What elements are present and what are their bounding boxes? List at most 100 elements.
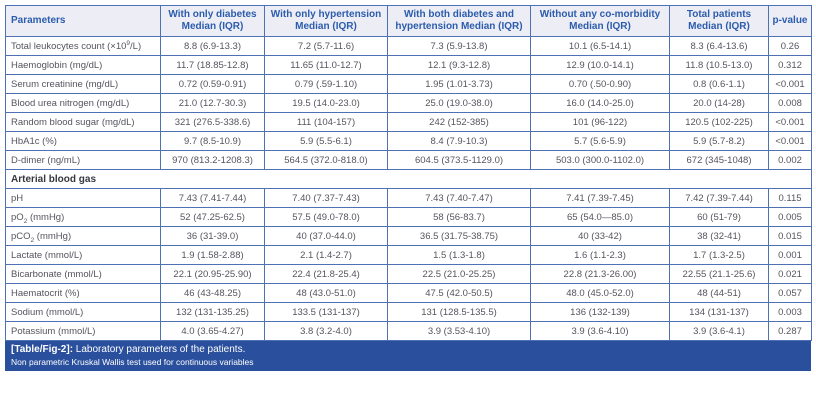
p-value-cell: 0.021 bbox=[768, 264, 812, 284]
median-iqr-cell: 7.40 (7.37-7.43) bbox=[264, 188, 388, 208]
median-iqr-cell: 3.9 (3.6-4.1) bbox=[669, 321, 769, 341]
median-iqr-cell: 36.5 (31.75-38.75) bbox=[387, 226, 531, 246]
parameter-cell: Random blood sugar (mg/dL) bbox=[5, 112, 161, 132]
median-iqr-cell: 604.5 (373.5-1129.0) bbox=[387, 150, 531, 170]
median-iqr-cell: 11.8 (10.5-13.0) bbox=[669, 55, 769, 75]
parameter-cell: Haemoglobin (mg/dL) bbox=[5, 55, 161, 75]
table-row: D-dimer (ng/mL) 970 (813.2-1208.3) 564.5 (… bbox=[5, 150, 812, 170]
table-row: Blood urea nitrogen (mg/dL) 21.0 (12.7-30… bbox=[5, 93, 812, 113]
median-iqr-cell: 10.1 (6.5-14.1) bbox=[530, 36, 670, 56]
parameter-cell: HbA1c (%) bbox=[5, 131, 161, 151]
median-iqr-cell: 36 (31-39.0) bbox=[160, 226, 265, 246]
header-row: Parameters With only diabetes Median (IQ… bbox=[5, 5, 812, 37]
median-iqr-cell: 0.72 (0.59-0.91) bbox=[160, 74, 265, 94]
parameter-cell: Bicarbonate (mmol/L) bbox=[5, 264, 161, 284]
median-iqr-cell: 3.9 (3.53-4.10) bbox=[387, 321, 531, 341]
median-iqr-cell: 12.1 (9.3-12.8) bbox=[387, 55, 531, 75]
table-row: HbA1c (%) 9.7 (8.5-10.9) 5.9 (5.5-6.1) 8.4 … bbox=[5, 131, 812, 151]
parameter-cell: Potassium (mmol/L) bbox=[5, 321, 161, 341]
table-row: Potassium (mmol/L) 4.0 (3.65-4.27) 3.8 (3.… bbox=[5, 321, 812, 341]
median-iqr-cell: 8.8 (6.9-13.3) bbox=[160, 36, 265, 56]
parameter-cell: D-dimer (ng/mL) bbox=[5, 150, 161, 170]
median-iqr-cell: 11.65 (11.0-12.7) bbox=[264, 55, 388, 75]
median-iqr-cell: 48.0 (45.0-52.0) bbox=[530, 283, 670, 303]
median-iqr-cell: 47.5 (42.0-50.5) bbox=[387, 283, 531, 303]
median-iqr-cell: 46 (43-48.25) bbox=[160, 283, 265, 303]
table-row: Bicarbonate (mmol/L) 22.1 (20.95-25.90) 22… bbox=[5, 264, 812, 284]
table-row: Total leukocytes count (×109/L) 8.8 (6.9-… bbox=[5, 36, 812, 56]
median-iqr-cell: 21.0 (12.7-30.3) bbox=[160, 93, 265, 113]
p-value-cell: 0.005 bbox=[768, 207, 812, 227]
median-iqr-cell: 136 (132-139) bbox=[530, 302, 670, 322]
median-iqr-cell: 22.8 (21.3-26.00) bbox=[530, 264, 670, 284]
table-caption: [Table/Fig-2]: Laboratory parameters of … bbox=[5, 341, 811, 371]
median-iqr-cell: 242 (152-385) bbox=[387, 112, 531, 132]
lab-parameters-table: Parameters With only diabetes Median (IQ… bbox=[5, 5, 812, 341]
median-iqr-cell: 564.5 (372.0-818.0) bbox=[264, 150, 388, 170]
median-iqr-cell: 672 (345-1048) bbox=[669, 150, 769, 170]
median-iqr-cell: 1.9 (1.58-2.88) bbox=[160, 245, 265, 265]
p-value-cell: 0.312 bbox=[768, 55, 812, 75]
p-value-cell: 0.008 bbox=[768, 93, 812, 113]
p-value-cell: 0.002 bbox=[768, 150, 812, 170]
median-iqr-cell: 11.7 (18.85-12.8) bbox=[160, 55, 265, 75]
median-iqr-cell: 0.70 (.50-0.90) bbox=[530, 74, 670, 94]
parameter-cell: pH bbox=[5, 188, 161, 208]
median-iqr-cell: 58 (56-83.7) bbox=[387, 207, 531, 227]
p-value-cell: 0.057 bbox=[768, 283, 812, 303]
median-iqr-cell: 65 (54.0—85.0) bbox=[530, 207, 670, 227]
median-iqr-cell: 1.7 (1.3-2.5) bbox=[669, 245, 769, 265]
parameter-cell: Serum creatinine (mg/dL) bbox=[5, 74, 161, 94]
median-iqr-cell: 22.1 (20.95-25.90) bbox=[160, 264, 265, 284]
median-iqr-cell: 48 (43.0-51.0) bbox=[264, 283, 388, 303]
column-header-total-patients: Total patients Median (IQR) bbox=[669, 5, 769, 37]
column-header-p-value: p-value bbox=[768, 5, 812, 37]
parameter-cell: pO2 (mmHg) bbox=[5, 207, 161, 227]
median-iqr-cell: 40 (33-42) bbox=[530, 226, 670, 246]
median-iqr-cell: 7.42 (7.39-7.44) bbox=[669, 188, 769, 208]
median-iqr-cell: 60 (51-79) bbox=[669, 207, 769, 227]
column-header-both-diabetes-hypertension: With both diabetes and hypertension Medi… bbox=[387, 5, 531, 37]
median-iqr-cell: 4.0 (3.65-4.27) bbox=[160, 321, 265, 341]
median-iqr-cell: 0.79 (.59-1.10) bbox=[264, 74, 388, 94]
table-row: Lactate (mmol/L) 1.9 (1.58-2.88) 2.1 (1.4-… bbox=[5, 245, 812, 265]
caption-label: [Table/Fig-2]: bbox=[11, 344, 74, 355]
p-value-cell: <0.001 bbox=[768, 112, 812, 132]
median-iqr-cell: 1.5 (1.3-1.8) bbox=[387, 245, 531, 265]
column-header-without-comorbidity: Without any co-morbidity Median (IQR) bbox=[530, 5, 670, 37]
parameter-cell: Sodium (mmol/L) bbox=[5, 302, 161, 322]
median-iqr-cell: 1.95 (1.01-3.73) bbox=[387, 74, 531, 94]
median-iqr-cell: 8.4 (7.9-10.3) bbox=[387, 131, 531, 151]
median-iqr-cell: 19.5 (14.0-23.0) bbox=[264, 93, 388, 113]
parameter-cell: Total leukocytes count (×109/L) bbox=[5, 36, 161, 56]
column-header-only-diabetes: With only diabetes Median (IQR) bbox=[160, 5, 265, 37]
median-iqr-cell: 22.4 (21.8-25.4) bbox=[264, 264, 388, 284]
median-iqr-cell: 101 (96-122) bbox=[530, 112, 670, 132]
parameter-cell: Blood urea nitrogen (mg/dL) bbox=[5, 93, 161, 113]
median-iqr-cell: 25.0 (19.0-38.0) bbox=[387, 93, 531, 113]
p-value-cell: 0.26 bbox=[768, 36, 812, 56]
p-value-cell: <0.001 bbox=[768, 131, 812, 151]
table-row: Random blood sugar (mg/dL) 321 (276.5-338… bbox=[5, 112, 812, 132]
median-iqr-cell: 22.5 (21.0-25.25) bbox=[387, 264, 531, 284]
caption-title: [Table/Fig-2]: Laboratory parameters of … bbox=[11, 344, 805, 356]
p-value-cell: <0.001 bbox=[768, 74, 812, 94]
parameter-cell: Lactate (mmol/L) bbox=[5, 245, 161, 265]
caption-note: Non parametric Kruskal Wallis test used … bbox=[11, 357, 254, 367]
median-iqr-cell: 131 (128.5-135.5) bbox=[387, 302, 531, 322]
parameter-cell: pCO2 (mmHg) bbox=[5, 226, 161, 246]
table-row: Serum creatinine (mg/dL) 0.72 (0.59-0.91)… bbox=[5, 74, 812, 94]
median-iqr-cell: 111 (104-157) bbox=[264, 112, 388, 132]
median-iqr-cell: 7.3 (5.9-13.8) bbox=[387, 36, 531, 56]
column-header-parameters: Parameters bbox=[5, 5, 161, 37]
median-iqr-cell: 12.9 (10.0-14.1) bbox=[530, 55, 670, 75]
table-row: Haematocrit (%) 46 (43-48.25) 48 (43.0-51.… bbox=[5, 283, 812, 303]
median-iqr-cell: 133.5 (131-137) bbox=[264, 302, 388, 322]
median-iqr-cell: 134 (131-137) bbox=[669, 302, 769, 322]
median-iqr-cell: 16.0 (14.0-25.0) bbox=[530, 93, 670, 113]
median-iqr-cell: 7.43 (7.41-7.44) bbox=[160, 188, 265, 208]
median-iqr-cell: 5.9 (5.7-8.2) bbox=[669, 131, 769, 151]
median-iqr-cell: 8.3 (6.4-13.6) bbox=[669, 36, 769, 56]
median-iqr-cell: 3.8 (3.2-4.0) bbox=[264, 321, 388, 341]
p-value-cell: 0.003 bbox=[768, 302, 812, 322]
